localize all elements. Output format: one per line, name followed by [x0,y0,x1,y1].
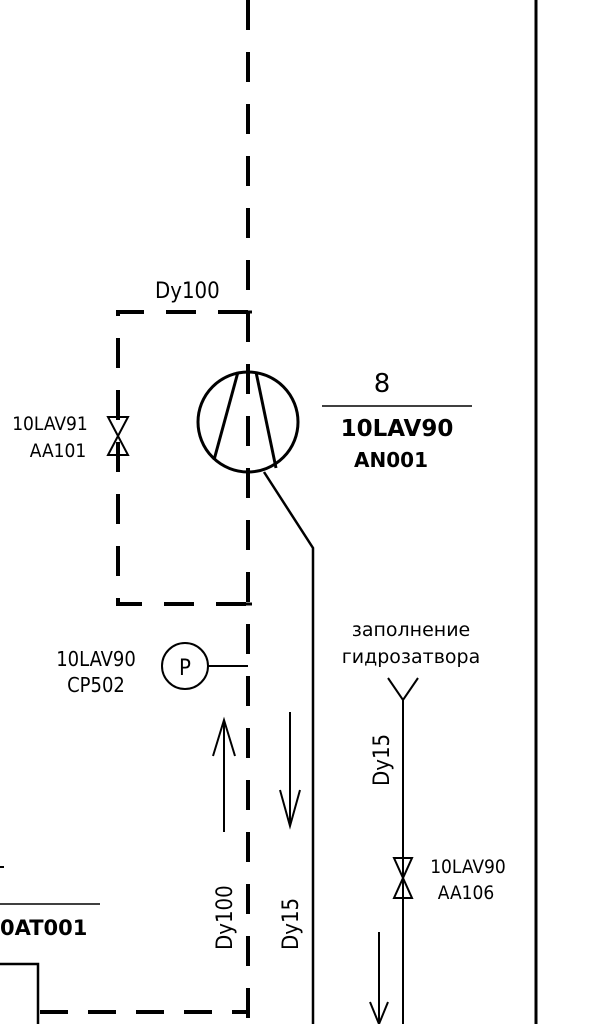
valve-aa106-symbol [392,857,414,899]
pressure-sensor-code1: 10LAV90 [56,647,136,671]
pump-code-line1: 10LAV90 [341,416,454,442]
flow-arrow-down-lower [369,932,389,1024]
dy100-top-label: Dy100 [155,279,220,304]
valve-aa101-symbol [106,416,130,456]
valve-aa101-code2: AA101 [30,440,87,462]
valve-aa101-code1: 10LAV91 [12,413,88,435]
flow-arrow-up [212,716,236,832]
partial-tag-leader [0,962,40,1024]
pump-symbol [196,370,300,474]
bypass-dashed-loop [116,310,248,606]
valve-aa106-code2: AA106 [438,882,495,904]
pump-discharge-line [262,471,315,1024]
pressure-sensor-symbol [161,642,248,690]
pump-code-line2: AN001 [354,448,428,472]
fill-funnel-symbol [387,677,419,1024]
partial-tag-code: 0AT001 [0,916,87,940]
pressure-sensor-letter: P [179,656,191,681]
pressure-sensor-code2: CP502 [67,673,125,697]
fill-note-line1: заполнение [352,619,471,641]
valve-aa106-code1: 10LAV90 [430,856,506,878]
dy100-bottom-label: Dy100 [213,885,238,950]
dy15-right-label: Dy15 [370,734,395,786]
fill-note-line2: гидрозатвора [342,646,481,668]
pump-number: 8 [374,369,391,399]
dy15-bottom-label: Dy15 [279,898,304,950]
flow-arrow-down [279,712,301,830]
